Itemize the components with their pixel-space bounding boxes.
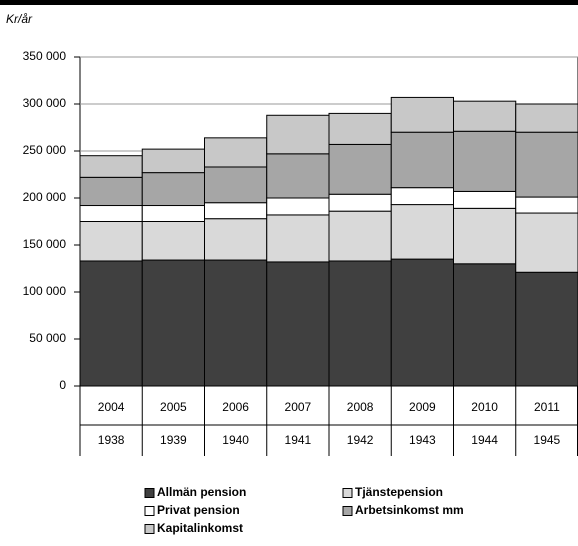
bar-segment: [266, 114, 330, 155]
x-tick-label: 2007: [285, 400, 312, 414]
legend-swatch: [342, 488, 353, 498]
bar-segment: [266, 153, 330, 199]
bar-segment: [79, 205, 143, 223]
bar-segment: [328, 260, 392, 387]
x-tick-label: 2006: [222, 400, 249, 414]
y-axis-label: Kr/år: [6, 12, 33, 26]
legend-label: Arbetsinkomst mm: [355, 503, 464, 517]
x-tick-label: 2008: [347, 400, 374, 414]
legend-label: Kapitalinkomst: [157, 521, 243, 535]
bar-segment: [328, 143, 392, 195]
bar-segment: [390, 96, 454, 133]
bar-segment: [328, 210, 392, 262]
bar-segment: [204, 166, 268, 204]
bar-segment: [79, 155, 143, 178]
bar-segment: [141, 172, 205, 207]
bar-segment: [390, 204, 454, 260]
bar-segment: [390, 187, 454, 206]
bar-segment: [453, 263, 517, 387]
bar-segment: [266, 261, 330, 387]
bar-segment: [453, 100, 517, 132]
x-tick-label-2: 1944: [471, 433, 498, 447]
bar-segment: [266, 214, 330, 263]
header-strip: [0, 0, 578, 5]
y-tick-label: 250 000: [23, 143, 67, 157]
bar-segment: [141, 259, 205, 387]
y-tick-label: 300 000: [23, 96, 67, 110]
x-tick-label: 2011: [534, 400, 560, 414]
legend-swatch: [144, 524, 155, 534]
bar-segment: [328, 193, 392, 212]
legend-swatch: [144, 488, 155, 498]
bar-segment: [79, 260, 143, 387]
y-tick-label: 100 000: [23, 284, 67, 298]
bar-segment: [515, 196, 578, 214]
y-tick-label: 200 000: [23, 190, 67, 204]
y-tick-label: 0: [59, 378, 66, 392]
x-tick-label-2: 1939: [160, 433, 187, 447]
x-tick-label: 2005: [160, 400, 187, 414]
x-tick-label: 2009: [409, 400, 436, 414]
bar-segment: [453, 130, 517, 192]
x-tick-label-2: 1938: [98, 433, 125, 447]
bar-segment: [453, 207, 517, 265]
legend-swatch: [144, 506, 155, 516]
bar-segment: [141, 148, 205, 174]
bar-segment: [79, 176, 143, 207]
x-tick-label-2: 1941: [285, 433, 312, 447]
y-tick-label: 350 000: [23, 49, 67, 63]
bar-segment: [204, 202, 268, 220]
bar-segment: [328, 112, 392, 145]
y-tick-label: 50 000: [29, 331, 66, 345]
x-tick-label-2: 1945: [534, 433, 561, 447]
bar-segment: [515, 103, 578, 133]
legend-label: Privat pension: [157, 503, 240, 517]
bar-segment: [204, 259, 268, 387]
bar-segment: [453, 190, 517, 209]
legend-label: Tjänstepension: [355, 485, 443, 499]
legend-label: Allmän pension: [157, 485, 246, 499]
bar-segment: [390, 131, 454, 189]
bar-segment: [390, 258, 454, 387]
bar-segment: [515, 131, 578, 198]
bar-segment: [266, 197, 330, 216]
bar-segment: [79, 221, 143, 262]
bar-segment: [515, 212, 578, 273]
x-tick-label-2: 1940: [222, 433, 249, 447]
bar-segment: [515, 271, 578, 387]
bar-segment: [141, 205, 205, 223]
y-tick-label: 150 000: [23, 237, 67, 251]
bar-segment: [204, 137, 268, 168]
bar-segment: [141, 221, 205, 261]
bar-segment: [204, 218, 268, 261]
x-tick-label-2: 1943: [409, 433, 436, 447]
x-tick-label: 2010: [471, 400, 498, 414]
x-tick-label: 2004: [98, 400, 125, 414]
legend-swatch: [342, 506, 353, 516]
x-tick-label-2: 1942: [347, 433, 374, 447]
